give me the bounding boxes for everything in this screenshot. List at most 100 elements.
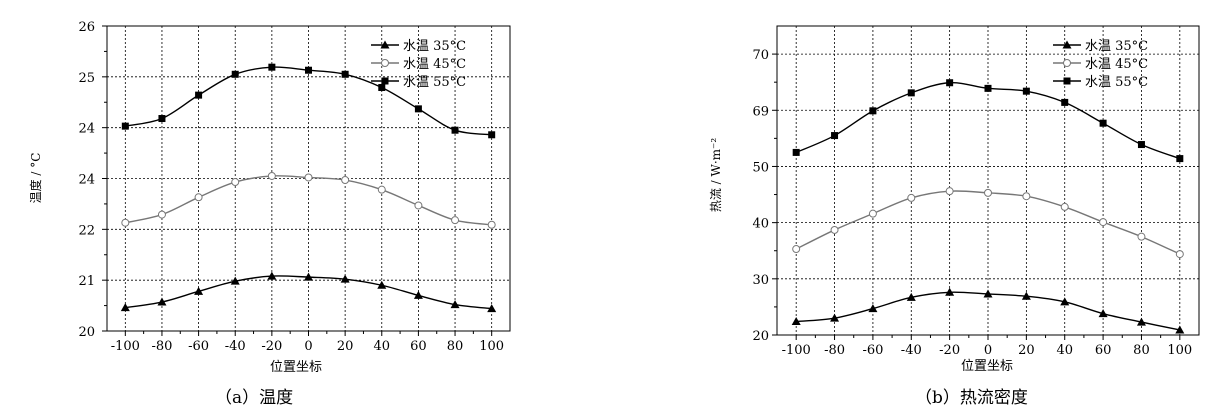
series-1-point — [121, 218, 130, 227]
legend-marker-1 — [381, 59, 389, 67]
y-tick-label: 70 — [752, 48, 769, 63]
series-2-point — [488, 131, 496, 139]
series-0-point — [1136, 317, 1146, 326]
legend-label-2: 水温 55°C — [403, 75, 466, 90]
legend-layer: 水温 35°C 水温 45°C 水温 55°C — [1053, 39, 1148, 90]
series-0-point — [1060, 297, 1070, 306]
series-1-point — [341, 176, 350, 185]
heat-flux-chart: -100 -80 -60 -40 -20 0 20 40 60 80 100 20 30 40 50 69 70… — [709, 25, 1200, 374]
legend-marker-1 — [1063, 59, 1071, 67]
legend-layer: 水温 35°C 水温 45°C 水温 55°C — [371, 39, 466, 90]
series-2-point — [831, 132, 839, 140]
series-0-point — [945, 287, 955, 296]
series-2-point — [268, 63, 276, 71]
series-1-point — [194, 193, 203, 202]
x-tick-label: -60 — [188, 339, 209, 354]
x-tick-label: -80 — [824, 343, 845, 358]
series-1-point — [1175, 250, 1184, 259]
legend-marker-2 — [381, 77, 389, 85]
x-tick-label: 80 — [447, 339, 464, 354]
caption-a-text: 温度 — [259, 388, 294, 408]
x-axis-label: 位置坐标 — [961, 359, 1013, 374]
x-tick-label: 0 — [304, 339, 312, 354]
series-0-point — [230, 276, 240, 285]
series-0-point — [487, 304, 497, 313]
x-tick-label: -80 — [151, 339, 172, 354]
series-0-point — [120, 303, 130, 312]
tick-label-layer: -100 -80 -60 -40 -20 0 20 40 60 80 100 20 21 22 24 24 25… — [78, 20, 504, 354]
x-tick-label: 40 — [373, 339, 390, 354]
series-1-point — [377, 185, 386, 194]
series-1-point — [231, 178, 240, 187]
series-2-point — [1099, 119, 1107, 127]
series-1-point — [830, 225, 839, 234]
legend-label-1: 水温 45°C — [403, 57, 466, 72]
x-tick-label: 100 — [479, 339, 504, 354]
legend-marker-0 — [1062, 40, 1072, 49]
x-tick-label: -20 — [261, 339, 282, 354]
caption-a-label: （a） — [215, 388, 260, 408]
series-2-point — [305, 66, 312, 74]
y-tick-label: 24 — [78, 122, 95, 137]
y-tick-label: 22 — [78, 223, 95, 238]
series-0-point — [1098, 309, 1108, 318]
y-tick-label: 50 — [752, 160, 769, 175]
series-1-point — [487, 220, 496, 229]
series-1-point — [945, 187, 954, 196]
x-tick-label: 100 — [1167, 343, 1192, 358]
x-tick-label: 0 — [984, 343, 992, 358]
temperature-chart: -100 -80 -60 -40 -20 0 20 40 60 80 100 20 21 22 24 24 25… — [28, 20, 511, 375]
caption-b-text: 热流密度 — [959, 388, 1028, 408]
series-0-point — [377, 280, 387, 289]
series-1-point — [792, 245, 801, 254]
series-2-point — [792, 148, 800, 156]
grid-layer — [772, 26, 1199, 340]
series-2-point — [1022, 87, 1030, 95]
series-0-point — [450, 300, 460, 309]
series-2-point — [984, 84, 992, 92]
y-tick-label: 25 — [78, 71, 95, 86]
x-tick-label: 40 — [1056, 343, 1073, 358]
legend-label-0: 水温 35°C — [403, 39, 466, 54]
series-2-point — [451, 126, 459, 134]
y-axis-label: 热流 / W·m⁻² — [709, 138, 723, 213]
x-tick-label: 60 — [410, 339, 427, 354]
caption-b-label: （b） — [915, 388, 960, 408]
caption-a: （a）温度 — [215, 383, 293, 408]
y-tick-label: 20 — [78, 325, 95, 340]
series-2-point — [158, 115, 166, 123]
x-tick-label: 20 — [1018, 343, 1035, 358]
series-2-point — [869, 107, 877, 115]
y-tick-label: 21 — [78, 274, 95, 289]
caption-b: （b）热流密度 — [915, 383, 1028, 408]
series-1-point — [1022, 192, 1031, 201]
x-tick-label: 20 — [337, 339, 354, 354]
series-2-point — [231, 70, 239, 78]
series-0-point — [906, 292, 916, 301]
series-0-point — [868, 304, 878, 313]
series-1-point — [414, 201, 423, 210]
series-1-point — [304, 173, 313, 182]
x-tick-label: -40 — [225, 339, 246, 354]
series-1-point — [157, 210, 166, 219]
y-tick-label: 30 — [752, 273, 769, 288]
y-tick-label: 20 — [752, 329, 769, 344]
series-0-point — [791, 317, 801, 326]
y-axis-label: 温度 / °C — [28, 153, 43, 204]
y-tick-label: 24 — [78, 173, 95, 188]
series-layer — [791, 79, 1185, 334]
series-2-point — [341, 70, 349, 78]
legend-label-2: 水温 55°C — [1085, 75, 1148, 90]
series-0-point — [194, 286, 204, 295]
series-2-point — [121, 122, 129, 130]
series-1-point — [1060, 202, 1069, 211]
y-tick-label: 26 — [78, 20, 95, 35]
x-tick-label: 80 — [1133, 343, 1150, 358]
legend-label-1: 水温 45°C — [1085, 57, 1148, 72]
y-tick-label: 40 — [752, 217, 769, 232]
series-0-point — [1175, 325, 1185, 334]
series-2-point — [907, 89, 915, 97]
x-tick-label: -40 — [901, 343, 922, 358]
series-2-point — [1176, 155, 1184, 163]
series-1-point — [451, 216, 460, 225]
